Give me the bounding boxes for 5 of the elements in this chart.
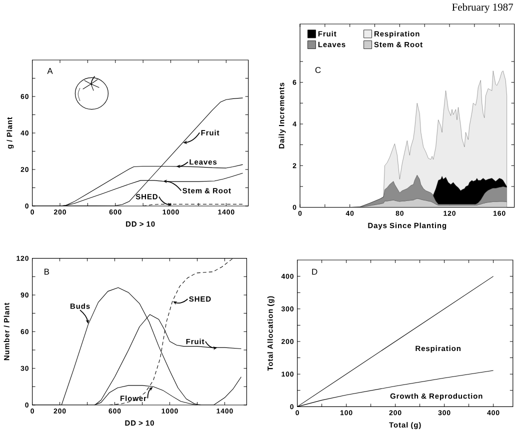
annotation: C	[315, 67, 321, 74]
text: February 1987	[452, 3, 514, 13]
annotation: B	[44, 268, 50, 275]
annotation: A	[47, 68, 53, 74]
annotation: D	[312, 268, 318, 275]
